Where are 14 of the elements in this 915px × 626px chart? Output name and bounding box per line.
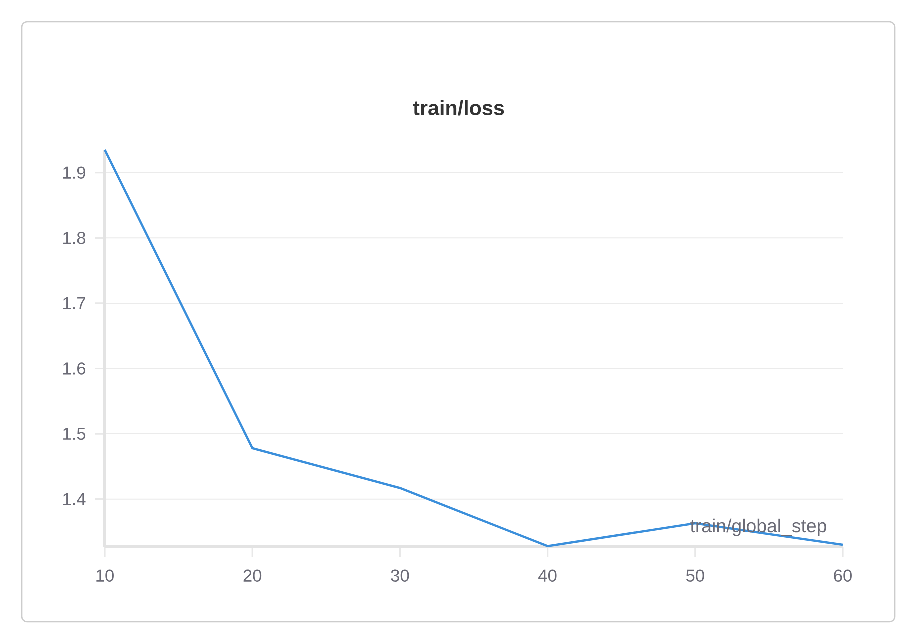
- chart-title: train/loss: [413, 100, 504, 116]
- x-tick-label: 50: [686, 570, 704, 582]
- x-tick-label: 20: [244, 570, 262, 582]
- y-tick-label: 1.4: [64, 493, 86, 506]
- y-tick-label: 1.5: [64, 428, 86, 440]
- y-tick-label: 1.8: [64, 232, 86, 244]
- y-tick-label: 1.6: [64, 362, 86, 375]
- y-tick-label: 1.7: [64, 297, 86, 310]
- x-tick-label: 60: [834, 570, 852, 582]
- x-tick-label: 10: [96, 570, 114, 582]
- y-tick-label: 1.9: [64, 166, 86, 179]
- x-tick-label: 30: [391, 570, 410, 582]
- line-series: [104, 148, 844, 548]
- x-tick-label: 40: [538, 570, 557, 582]
